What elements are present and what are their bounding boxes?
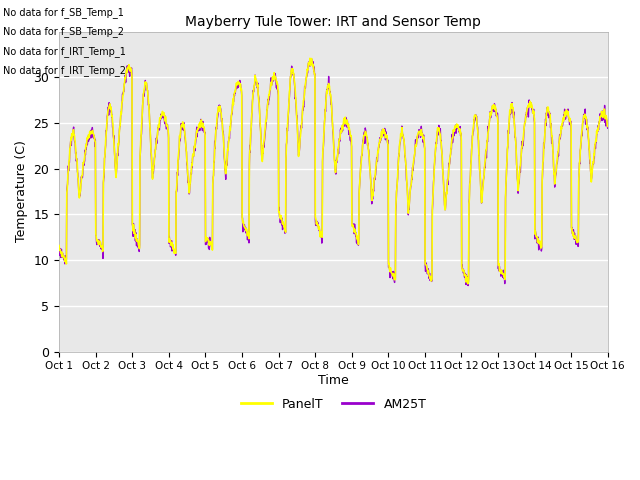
Text: No data for f_IRT_Temp_2: No data for f_IRT_Temp_2 [3, 65, 126, 76]
Title: Mayberry Tule Tower: IRT and Sensor Temp: Mayberry Tule Tower: IRT and Sensor Temp [186, 15, 481, 29]
Text: No data for f_SB_Temp_1: No data for f_SB_Temp_1 [3, 7, 124, 18]
Y-axis label: Temperature (C): Temperature (C) [15, 141, 28, 242]
Legend: PanelT, AM25T: PanelT, AM25T [236, 393, 431, 416]
Text: No data for f_SB_Temp_2: No data for f_SB_Temp_2 [3, 26, 124, 37]
X-axis label: Time: Time [318, 374, 349, 387]
Text: No data for f_IRT_Temp_1: No data for f_IRT_Temp_1 [3, 46, 126, 57]
